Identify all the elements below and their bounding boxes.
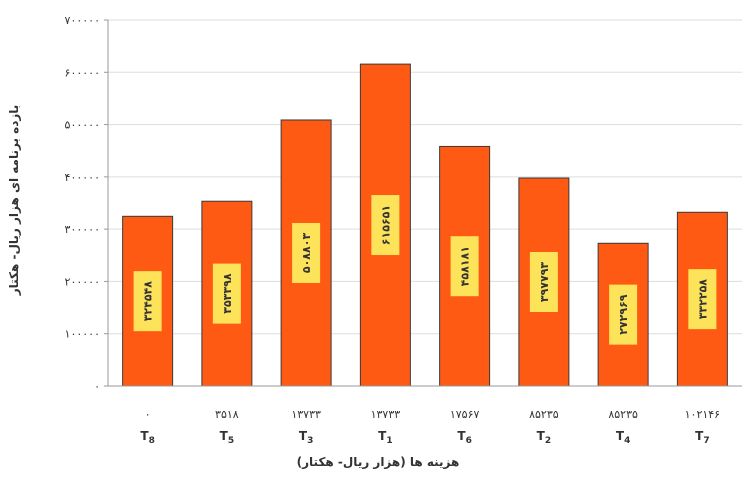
data-label-box xyxy=(292,222,321,283)
y-tick-label: ۱۰۰۰۰۰ xyxy=(65,328,100,341)
data-label: ۳۵۳۳۹۸ xyxy=(221,273,234,314)
data-label-box xyxy=(371,195,400,256)
data-label: ۳۹۷۷۹۳ xyxy=(538,262,551,303)
y-tick-label: ۳۰۰۰۰۰ xyxy=(65,223,100,236)
x-axis-title: هزینه ها (هزار ریال- هکتار) xyxy=(297,455,460,469)
x-tick-labels: ۰ T8 ۳۵۱۸ T5 ۱۳۷۳۳ T3 ۱۳۷۳۳ T1 ۱۷۵۶۷ T6 ۸۵۲۳۵ T2 ۸۵۲… xyxy=(140,408,720,446)
y-axis-title: بازده برنامه ای هزار ریال- هکتار xyxy=(7,105,21,297)
data-label: ۴۵۸۱۸۱ xyxy=(459,246,472,286)
category-label: T1 xyxy=(378,429,392,446)
bars: ۳۲۴۵۴۸ ۳۵۳۳۹۸ ۵۰۸۸۰۳ ۶۱۵۶۵۱ ۴۵۸۱۸۱ ۳۹۷۷۹۳ ۲۷۲۹… xyxy=(122,63,728,387)
data-label-box xyxy=(133,271,162,332)
category-label: T2 xyxy=(537,429,551,446)
y-tick-label: ۵۰۰۰۰۰ xyxy=(65,119,100,132)
y-tick-label: ۴۰۰۰۰۰ xyxy=(65,171,100,184)
data-label-box xyxy=(212,263,241,324)
cost-label: ۰ xyxy=(145,408,151,421)
axes xyxy=(107,20,742,387)
category-label: T7 xyxy=(695,429,709,446)
y-tick-labels: ۰ ۱۰۰۰۰۰ ۲۰۰۰۰۰ ۳۰۰۰۰۰ ۴۰۰۰۰۰ ۵۰۰۰۰۰ ۶۰۰۰۰۰ ۷۰۰… xyxy=(65,14,100,393)
cost-label: ۱۳۷۳۳ xyxy=(291,408,321,421)
data-label-box xyxy=(609,284,638,345)
y-tick-label: ۰ xyxy=(94,380,100,393)
data-label: ۳۲۴۵۴۸ xyxy=(142,281,155,322)
data-label: ۶۱۵۶۵۱ xyxy=(379,205,392,245)
y-tick-label: ۲۰۰۰۰۰ xyxy=(65,275,100,288)
cost-label: ۸۵۲۳۵ xyxy=(608,408,638,421)
y-tick-label: ۶۰۰۰۰۰ xyxy=(65,66,100,79)
data-label: ۵۰۸۸۰۳ xyxy=(300,233,313,274)
cost-label: ۱۰۲۱۴۶ xyxy=(685,408,720,421)
bar xyxy=(359,63,411,387)
category-label: T8 xyxy=(140,429,154,446)
cost-label: ۱۳۷۳۳ xyxy=(371,408,401,421)
data-label-box xyxy=(450,236,479,297)
data-label-box xyxy=(529,252,558,313)
data-label: ۳۳۲۲۵۸ xyxy=(696,279,709,320)
category-label: T3 xyxy=(299,429,313,446)
category-label: T6 xyxy=(457,429,471,446)
cost-label: ۳۵۱۸ xyxy=(215,408,239,421)
cost-label: ۱۷۵۶۷ xyxy=(450,408,480,421)
data-label-box xyxy=(688,269,717,330)
cost-label: ۸۵۲۳۵ xyxy=(529,408,559,421)
y-tick-label: ۷۰۰۰۰۰ xyxy=(65,14,100,27)
category-label: T4 xyxy=(616,429,630,446)
data-label: ۲۷۲۹۶۹ xyxy=(617,294,630,335)
category-label: T5 xyxy=(220,429,234,446)
